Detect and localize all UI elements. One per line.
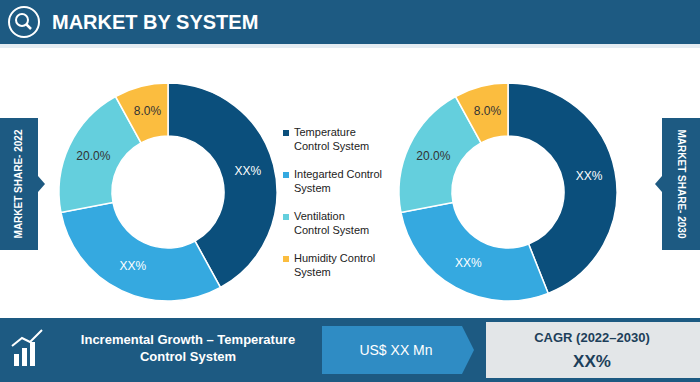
legend-swatch — [283, 214, 289, 220]
icon-ring — [9, 7, 39, 37]
header-bar — [0, 0, 700, 44]
header-icon — [9, 7, 39, 37]
data-label: 20.0% — [76, 149, 110, 163]
legend-swatch — [283, 256, 289, 262]
legend-swatch — [283, 172, 289, 178]
text-line: System — [294, 182, 331, 194]
data-label: 20.0% — [416, 149, 450, 163]
footer-value: US$ XX Mn — [359, 342, 432, 358]
text-line: Ventilation — [294, 210, 345, 222]
legend-label: Temperature Control System — [294, 126, 369, 152]
text-line: System — [294, 266, 331, 278]
text-line: Temperature — [294, 126, 356, 138]
header-rule — [0, 44, 700, 48]
footer-value-box — [322, 326, 474, 374]
side-tab-arrow — [38, 176, 45, 192]
footer-bar — [0, 318, 700, 382]
series-label: MARKET SHARE- 2022 — [13, 129, 24, 238]
donut — [59, 83, 277, 301]
series-label: MARKET SHARE- 2030 — [676, 130, 687, 239]
data-label: XX% — [120, 259, 147, 273]
icon-bar — [14, 354, 19, 366]
slice — [115, 83, 168, 143]
data-label: XX% — [576, 169, 603, 183]
side-tab — [0, 118, 38, 250]
data-label: XX% — [455, 256, 482, 270]
data-label: 8.0% — [474, 104, 502, 118]
donut — [399, 83, 617, 301]
legend-swatch — [283, 130, 289, 136]
legend: Temperature Control System Integarted Cont… — [283, 126, 382, 278]
side-tab — [662, 118, 700, 250]
text-line: Control System — [294, 140, 369, 152]
data-label: XX% — [235, 164, 262, 178]
slice — [455, 83, 508, 143]
page: MARKET BY SYSTEM MARKET SHARE- 2022 XX% XX%… — [0, 0, 700, 382]
text-line: Integarted Control — [294, 168, 382, 180]
text-line: Control System — [294, 224, 369, 236]
footer-label: Incremental Growth – Temperature Control … — [81, 332, 295, 364]
title: MARKET BY SYSTEM — [52, 11, 258, 33]
legend-label: Ventilation Control System — [294, 210, 369, 236]
text-line: Incremental Growth – Temperature — [81, 332, 295, 347]
footer-icon — [12, 330, 42, 366]
slice — [401, 202, 548, 301]
legend-label: Integarted Control System — [294, 168, 382, 194]
footer-cagr-box — [486, 322, 700, 378]
side-tab-arrow — [655, 176, 662, 192]
background — [0, 0, 700, 382]
icon-bar — [22, 348, 27, 366]
cagr-label: CAGR (2022–2030) — [534, 330, 650, 345]
text-line: Humidity Control — [294, 252, 375, 264]
cagr-value: XX% — [573, 352, 611, 371]
legend-label: Humidity Control System — [294, 252, 375, 278]
icon-handle — [26, 24, 31, 29]
slice — [61, 202, 221, 301]
text-line: Control System — [140, 349, 236, 364]
icon-bar — [30, 342, 35, 366]
icon-trend — [12, 330, 42, 346]
data-label: 8.0% — [134, 104, 162, 118]
